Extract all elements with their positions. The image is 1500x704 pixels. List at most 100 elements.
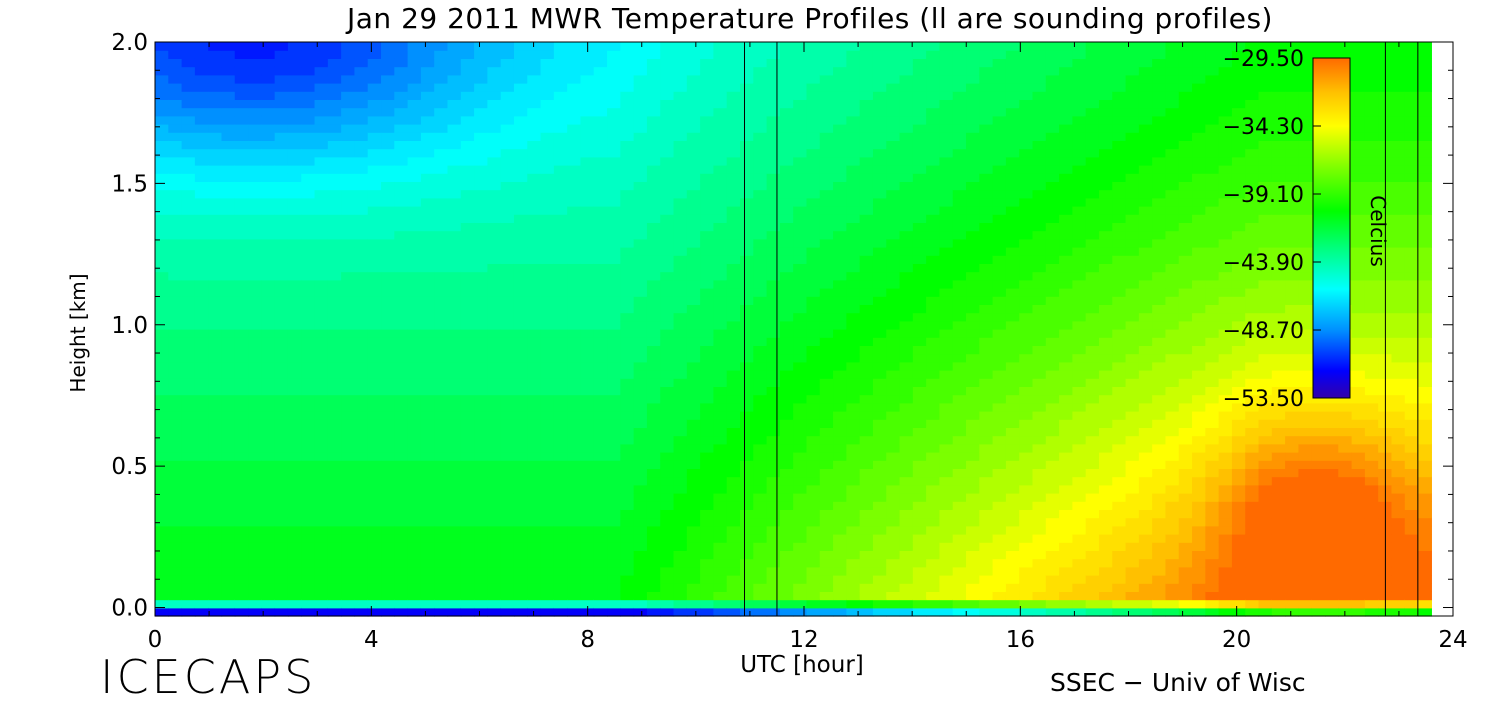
heatmap-cell <box>713 271 728 281</box>
heatmap-cell <box>420 181 435 191</box>
heatmap-cell <box>646 411 661 420</box>
heatmap-cell <box>327 66 342 76</box>
heatmap-cell <box>327 591 342 601</box>
heatmap-cell <box>221 247 236 256</box>
heatmap-cell <box>367 370 382 379</box>
heatmap-cell <box>753 566 768 576</box>
heatmap-cell <box>713 197 728 207</box>
heatmap-cell <box>194 591 209 601</box>
heatmap-cell <box>1032 435 1047 445</box>
heatmap-cell <box>633 230 648 240</box>
heatmap-cell <box>447 468 462 478</box>
heatmap-cell <box>766 517 781 527</box>
heatmap-cell <box>726 591 741 601</box>
heatmap-cell <box>1005 558 1020 568</box>
heatmap-cell <box>793 230 808 240</box>
heatmap-cell <box>633 165 648 174</box>
heatmap-cell <box>833 345 847 355</box>
heatmap-cell <box>527 411 542 420</box>
heatmap-cell <box>407 370 422 379</box>
heatmap-cell <box>1032 501 1047 510</box>
heatmap-cell <box>740 206 754 215</box>
heatmap-cell <box>460 255 475 264</box>
heatmap-cell <box>939 460 954 469</box>
heatmap-cell <box>686 312 701 322</box>
heatmap-cell <box>301 468 316 478</box>
heatmap-cell <box>460 378 475 387</box>
heatmap-cell <box>939 566 954 576</box>
heatmap-cell <box>926 288 941 297</box>
heatmap-cell <box>194 304 209 314</box>
heatmap-cell <box>686 419 701 428</box>
heatmap-cell <box>527 279 542 289</box>
heatmap-cell <box>155 156 169 166</box>
heatmap-cell <box>833 173 847 182</box>
heatmap-cell <box>939 279 954 289</box>
heatmap-cell <box>1032 296 1047 305</box>
heatmap-cell <box>1019 189 1034 199</box>
heatmap-cell <box>474 255 488 264</box>
heatmap-cell <box>593 329 608 338</box>
heatmap-cell <box>1072 312 1087 322</box>
heatmap-cell <box>394 370 409 379</box>
heatmap-cell <box>474 140 488 150</box>
heatmap-cell <box>753 550 768 560</box>
heatmap-cell <box>872 476 887 486</box>
heatmap-cell <box>1085 534 1100 543</box>
heatmap-cell <box>301 353 316 363</box>
heatmap-cell <box>341 583 356 592</box>
heatmap-cell <box>886 353 901 363</box>
heatmap-cell <box>833 575 847 584</box>
heatmap-cell <box>939 550 954 560</box>
heatmap-cell <box>979 419 994 428</box>
heatmap-cell <box>779 517 794 527</box>
heatmap-cell <box>341 386 356 396</box>
heatmap-cell <box>819 197 834 207</box>
heatmap-cell <box>846 493 861 502</box>
heatmap-cell <box>673 214 688 223</box>
heatmap-cell <box>527 427 542 437</box>
heatmap-cell <box>740 452 754 461</box>
heatmap-cell <box>726 558 741 568</box>
heatmap-cell <box>686 165 701 174</box>
heatmap-cell <box>1005 419 1020 428</box>
heatmap-cell <box>314 345 329 355</box>
heatmap-cell <box>261 271 276 281</box>
heatmap-cell <box>1045 181 1060 191</box>
heatmap-cell <box>553 566 568 576</box>
heatmap-cell <box>1005 402 1020 412</box>
heatmap-cell <box>926 443 941 453</box>
heatmap-cell <box>460 394 475 404</box>
heatmap-cell <box>660 99 675 109</box>
heatmap-cell <box>646 83 661 92</box>
heatmap-cell <box>1072 370 1087 379</box>
heatmap-cell <box>314 320 329 330</box>
heatmap-cell <box>341 575 356 584</box>
heatmap-cell <box>899 370 914 379</box>
heatmap-cell <box>952 411 967 420</box>
heatmap-cell <box>966 443 980 453</box>
heatmap-cell <box>926 329 941 338</box>
heatmap-cell <box>926 517 941 527</box>
heatmap-cell <box>766 411 781 420</box>
heatmap-cell <box>194 501 209 510</box>
heatmap-cell <box>500 181 515 191</box>
heatmap-cell <box>939 124 954 133</box>
heatmap-cell <box>992 320 1007 330</box>
heatmap-cell <box>248 378 262 387</box>
heatmap-cell <box>447 435 462 445</box>
heatmap-cell <box>168 337 183 346</box>
heatmap-cell <box>234 550 249 560</box>
heatmap-cell <box>474 484 488 494</box>
heatmap-cell <box>872 156 887 166</box>
heatmap-cell <box>474 173 488 182</box>
heatmap-cell <box>367 329 382 338</box>
heatmap-cell <box>593 312 608 322</box>
heatmap-cell <box>673 493 688 502</box>
heatmap-cell <box>793 42 808 51</box>
heatmap-cell <box>274 304 289 314</box>
heatmap-cell <box>593 591 608 601</box>
heatmap-cell <box>168 255 183 264</box>
heatmap-cell <box>593 140 608 150</box>
